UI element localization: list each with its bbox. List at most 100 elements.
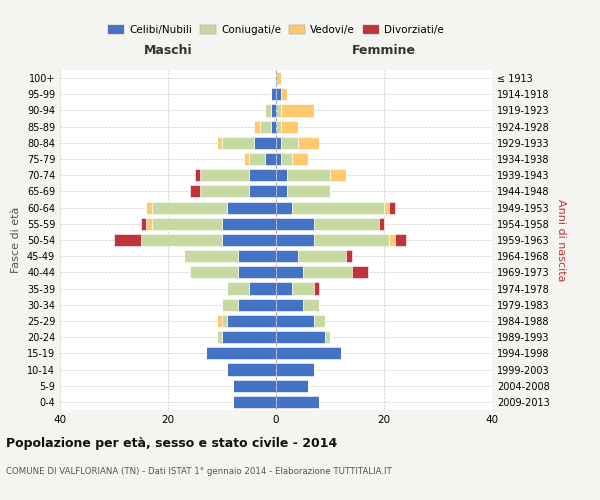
Bar xyxy=(276,104,281,117)
Bar xyxy=(276,153,281,165)
Bar xyxy=(249,186,276,198)
Bar xyxy=(217,331,222,343)
Bar xyxy=(276,396,319,408)
Bar xyxy=(276,72,281,84)
Bar xyxy=(249,169,276,181)
Bar xyxy=(314,282,319,294)
Bar xyxy=(222,315,227,327)
Bar xyxy=(276,88,281,101)
Bar xyxy=(389,202,395,213)
Bar xyxy=(352,266,368,278)
Bar xyxy=(276,137,281,149)
Bar xyxy=(276,202,292,213)
Bar xyxy=(276,364,314,376)
Bar xyxy=(271,88,276,101)
Bar xyxy=(271,104,276,117)
Bar xyxy=(238,298,276,311)
Bar xyxy=(222,218,276,230)
Bar xyxy=(276,266,303,278)
Bar xyxy=(222,234,276,246)
Bar xyxy=(303,266,352,278)
Bar xyxy=(276,298,303,311)
Bar xyxy=(276,120,281,132)
Bar xyxy=(200,186,249,198)
Bar xyxy=(346,250,352,262)
Bar xyxy=(292,202,384,213)
Bar xyxy=(281,137,298,149)
Bar xyxy=(190,186,200,198)
Bar xyxy=(276,282,292,294)
Bar xyxy=(265,153,276,165)
Bar xyxy=(276,250,298,262)
Bar xyxy=(276,234,314,246)
Bar xyxy=(141,218,146,230)
Bar xyxy=(249,153,265,165)
Bar xyxy=(114,234,141,246)
Bar xyxy=(281,153,292,165)
Bar xyxy=(298,250,346,262)
Bar xyxy=(287,186,330,198)
Bar xyxy=(227,364,276,376)
Bar xyxy=(233,380,276,392)
Text: Femmine: Femmine xyxy=(352,44,416,58)
Bar xyxy=(146,202,152,213)
Bar xyxy=(238,250,276,262)
Bar xyxy=(222,298,238,311)
Text: Popolazione per età, sesso e stato civile - 2014: Popolazione per età, sesso e stato civil… xyxy=(6,438,337,450)
Bar xyxy=(303,298,319,311)
Bar xyxy=(260,120,271,132)
Bar xyxy=(281,88,287,101)
Bar xyxy=(276,315,314,327)
Bar xyxy=(249,282,276,294)
Bar xyxy=(265,104,271,117)
Bar xyxy=(244,153,249,165)
Bar xyxy=(227,315,276,327)
Bar xyxy=(292,282,314,294)
Bar xyxy=(314,315,325,327)
Bar xyxy=(298,137,319,149)
Bar xyxy=(330,169,346,181)
Bar xyxy=(206,348,276,360)
Bar xyxy=(146,218,152,230)
Bar xyxy=(276,348,341,360)
Bar xyxy=(276,186,287,198)
Bar xyxy=(389,234,395,246)
Text: Maschi: Maschi xyxy=(143,44,193,58)
Bar xyxy=(276,331,325,343)
Y-axis label: Anni di nascita: Anni di nascita xyxy=(556,198,566,281)
Bar xyxy=(222,137,254,149)
Bar xyxy=(281,120,298,132)
Bar xyxy=(152,218,222,230)
Bar xyxy=(395,234,406,246)
Bar xyxy=(200,169,249,181)
Bar xyxy=(384,202,389,213)
Bar xyxy=(227,282,249,294)
Bar xyxy=(195,169,200,181)
Bar xyxy=(271,120,276,132)
Bar xyxy=(184,250,238,262)
Bar xyxy=(254,137,276,149)
Bar xyxy=(276,169,287,181)
Bar xyxy=(292,153,308,165)
Bar xyxy=(281,104,314,117)
Bar xyxy=(222,331,276,343)
Text: COMUNE DI VALFLORIANA (TN) - Dati ISTAT 1° gennaio 2014 - Elaborazione TUTTITALI: COMUNE DI VALFLORIANA (TN) - Dati ISTAT … xyxy=(6,468,392,476)
Bar xyxy=(141,234,222,246)
Bar xyxy=(152,202,227,213)
Bar xyxy=(314,234,389,246)
Bar xyxy=(233,396,276,408)
Bar xyxy=(287,169,330,181)
Bar xyxy=(217,137,222,149)
Bar xyxy=(379,218,384,230)
Bar xyxy=(276,218,314,230)
Bar xyxy=(314,218,379,230)
Bar xyxy=(254,120,260,132)
Bar xyxy=(190,266,238,278)
Bar xyxy=(217,315,222,327)
Bar xyxy=(276,380,308,392)
Bar xyxy=(227,202,276,213)
Legend: Celibi/Nubili, Coniugati/e, Vedovi/e, Divorziati/e: Celibi/Nubili, Coniugati/e, Vedovi/e, Di… xyxy=(104,21,448,40)
Y-axis label: Fasce di età: Fasce di età xyxy=(11,207,21,273)
Bar xyxy=(238,266,276,278)
Bar xyxy=(325,331,330,343)
